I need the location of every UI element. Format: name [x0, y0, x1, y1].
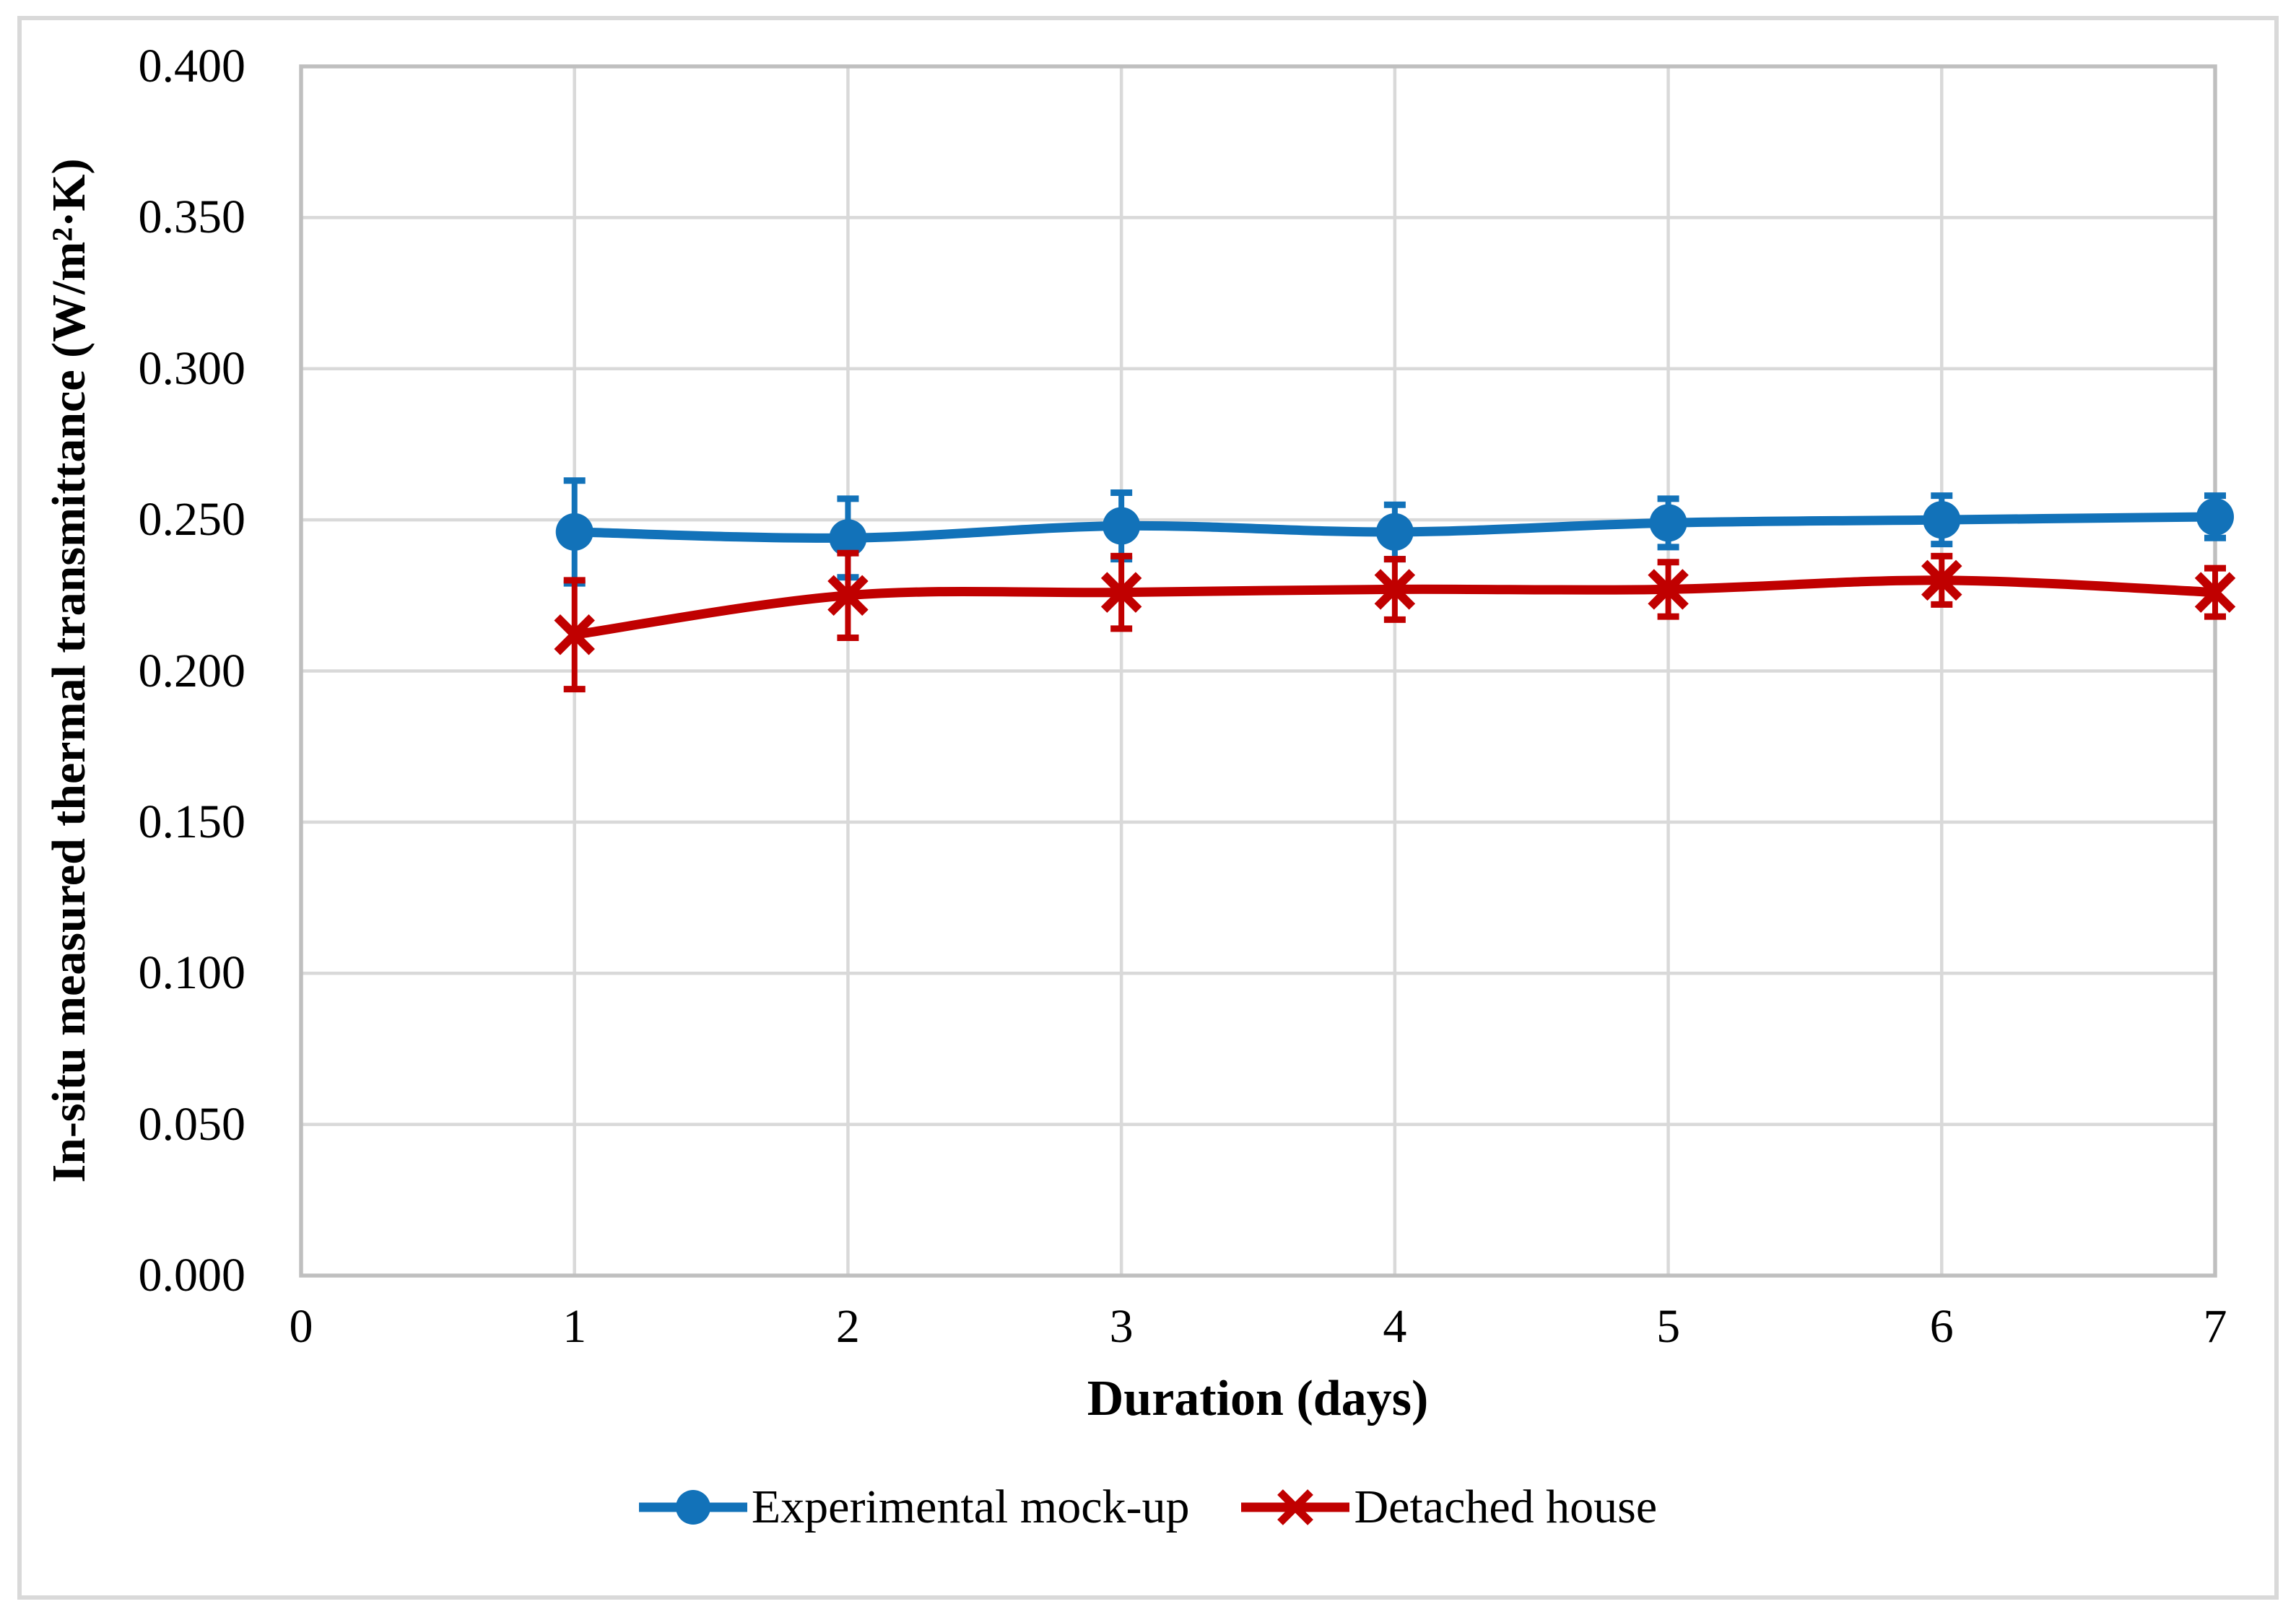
- circle-marker: [829, 519, 867, 557]
- y-tick-label: 0.000: [138, 1249, 246, 1302]
- legend-label: Experimental mock-up: [751, 1481, 1190, 1533]
- y-tick-label: 0.250: [138, 493, 246, 546]
- x-marker: [1277, 1489, 1314, 1525]
- x-tick-label: 2: [835, 1300, 860, 1353]
- x-tick-label: 6: [1929, 1300, 1954, 1353]
- x-marker: [1921, 559, 1962, 601]
- y-tick-label: 0.150: [138, 795, 246, 848]
- legend-item-detached-house: Detached house: [1241, 1478, 1657, 1536]
- series-detached-house: [554, 549, 2236, 693]
- y-tick-label: 0.350: [138, 191, 246, 244]
- legend-line-x-icon: [1241, 1489, 1350, 1525]
- x-marker: [554, 614, 595, 655]
- y-tick-label: 0.100: [138, 946, 246, 1000]
- x-tick-label: 1: [562, 1300, 587, 1353]
- x-marker: [1374, 569, 1416, 610]
- x-marker: [1100, 572, 1142, 613]
- circle-marker: [1923, 501, 1961, 539]
- x-marker: [2194, 572, 2236, 613]
- x-tick-label: 0: [289, 1300, 313, 1353]
- legend-label: Detached house: [1354, 1481, 1658, 1533]
- x-marker: [827, 575, 869, 616]
- legend-item-experimental-mockup: Experimental mock-up: [638, 1478, 1190, 1536]
- circle-marker: [555, 513, 593, 551]
- x-axis-title: Duration (days): [1087, 1371, 1429, 1426]
- y-tick-label: 0.300: [138, 341, 246, 395]
- legend: Experimental mock-up Detached house: [0, 1478, 2296, 1536]
- y-tick-label: 0.050: [138, 1097, 246, 1151]
- y-tick-label: 0.200: [138, 644, 246, 697]
- plot-frame: [299, 64, 2217, 1278]
- x-tick-label: 7: [2203, 1300, 2227, 1353]
- series-experimental-mockup: [555, 477, 2234, 587]
- circle-marker: [1375, 513, 1414, 551]
- y-tick-label: 0.400: [138, 40, 246, 92]
- circle-marker: [2196, 497, 2234, 536]
- circle-marker: [1649, 504, 1687, 542]
- circle-marker: [675, 1490, 710, 1525]
- circle-marker: [1103, 507, 1141, 545]
- legend-line-circle-icon: [638, 1490, 747, 1525]
- x-marker: [1648, 569, 1689, 610]
- x-tick-label: 4: [1383, 1300, 1407, 1353]
- x-tick-label: 5: [1656, 1300, 1681, 1353]
- x-tick-label: 3: [1109, 1300, 1134, 1353]
